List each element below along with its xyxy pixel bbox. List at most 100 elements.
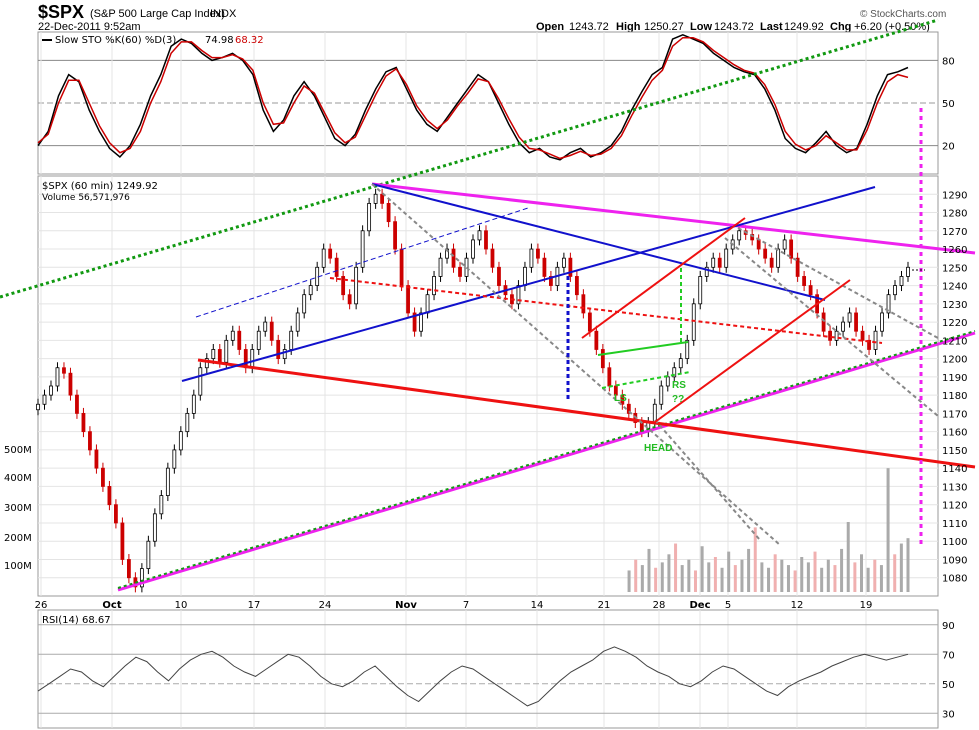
last-value: 1249.92 (784, 21, 824, 33)
price-candle (451, 248, 456, 268)
price-y-tick: 1170 (942, 409, 967, 420)
volume-bar (813, 551, 817, 592)
price-candle (406, 285, 410, 314)
volume-y-tick: 300M (4, 503, 32, 514)
price-candle (276, 339, 281, 360)
price-y-tick: 1130 (942, 482, 967, 493)
price-candle (516, 285, 521, 305)
price-candle (101, 467, 105, 487)
price-candle (107, 486, 112, 506)
red-channel-lower (654, 279, 851, 423)
rsi-y-tick: 30 (942, 709, 955, 720)
price-y-tick: 1240 (942, 282, 967, 293)
price-candle (295, 312, 300, 332)
price-candle (821, 312, 826, 332)
last-label: Last (760, 21, 783, 33)
low-value: 1243.72 (714, 21, 754, 33)
rsi-series-line (37, 646, 909, 707)
x-tick: 14 (531, 600, 544, 611)
sto-y-tick: 50 (942, 99, 955, 110)
price-candle (367, 202, 372, 232)
legends: Slow STO %K(60) %D(3) 74.98 68.32 $SPX (… (42, 35, 264, 626)
rs-label: RS (672, 380, 686, 391)
rsi-y-tick: 50 (942, 680, 955, 691)
price-candle (795, 257, 800, 277)
price-candle (477, 230, 482, 241)
chg-value: +6.20 (+0.50%) (854, 21, 930, 33)
volume-bar (833, 565, 837, 592)
volume-bar (733, 565, 737, 592)
x-tick: Nov (395, 600, 417, 611)
price-candle (198, 367, 203, 396)
volume-bar (627, 570, 631, 592)
price-candle (847, 312, 852, 323)
price-candle (114, 504, 118, 524)
price-candle (678, 358, 683, 369)
price-candle (250, 349, 255, 369)
x-tick: 7 (463, 600, 469, 611)
price-candle (165, 467, 170, 496)
open-value: 1243.72 (569, 21, 609, 33)
volume-bar (707, 562, 711, 592)
price-candle (574, 276, 579, 296)
price-candle (698, 276, 703, 305)
price-candle (691, 303, 696, 341)
price-candle (438, 257, 443, 277)
copyright: © StockCharts.com (860, 9, 946, 20)
price-candle (432, 276, 436, 296)
datetime: 22-Dec-2011 9:52am (38, 21, 141, 33)
price-candle (549, 276, 553, 286)
price-y-tick: 1290 (942, 190, 967, 201)
price-candle (62, 367, 66, 374)
price-candle (373, 193, 378, 204)
volume-bar (826, 559, 830, 592)
axis-ticks: 8050201080109011001110112011301140115011… (4, 56, 967, 720)
chg-label: Chg (830, 21, 851, 33)
volume-bar (740, 559, 744, 592)
price-candle (412, 312, 417, 332)
x-tick: 5 (725, 600, 731, 611)
ls-label: LS (614, 393, 627, 404)
green-channel-top (0, 18, 939, 299)
volume-bar (866, 567, 870, 592)
price-y-tick: 1100 (942, 537, 967, 548)
symbol: $SPX (38, 2, 84, 22)
price-candle (354, 266, 359, 305)
price-y-tick: 1250 (942, 263, 967, 274)
price-candle (536, 248, 540, 259)
price-candle (464, 257, 469, 277)
volume-bar (634, 559, 638, 592)
price-candle (178, 431, 183, 451)
price-candle (386, 202, 391, 223)
open-label: Open (536, 21, 564, 33)
price-candle (393, 221, 397, 250)
sto-series-pct-k (37, 33, 909, 161)
price-candle (185, 412, 190, 433)
price-candle (828, 330, 832, 341)
volume-bar (640, 565, 644, 592)
blue-falling-line (371, 183, 826, 301)
sto-legend: Slow STO %K(60) %D(3) (55, 35, 176, 46)
price-candle (484, 230, 488, 250)
magenta-support-line (117, 331, 976, 592)
volume-y-tick: 200M (4, 533, 32, 544)
price-y-tick: 1220 (942, 318, 967, 329)
volume-bar (773, 554, 777, 592)
price-candle (380, 193, 385, 204)
price-candle (42, 394, 47, 405)
volume-bar (786, 565, 790, 592)
price-candle (867, 339, 871, 350)
price-candle (581, 294, 586, 314)
volume-bar (879, 565, 883, 592)
exchange-label: INDX (210, 8, 237, 20)
volume-bar (820, 567, 824, 592)
price-candle (600, 349, 605, 369)
price-y-tick: 1110 (942, 519, 967, 530)
x-tick: 17 (248, 600, 261, 611)
price-candle (237, 330, 242, 350)
price-candle (204, 358, 209, 369)
price-candle (607, 367, 612, 387)
price-candle (860, 330, 865, 341)
price-candle (36, 403, 40, 411)
